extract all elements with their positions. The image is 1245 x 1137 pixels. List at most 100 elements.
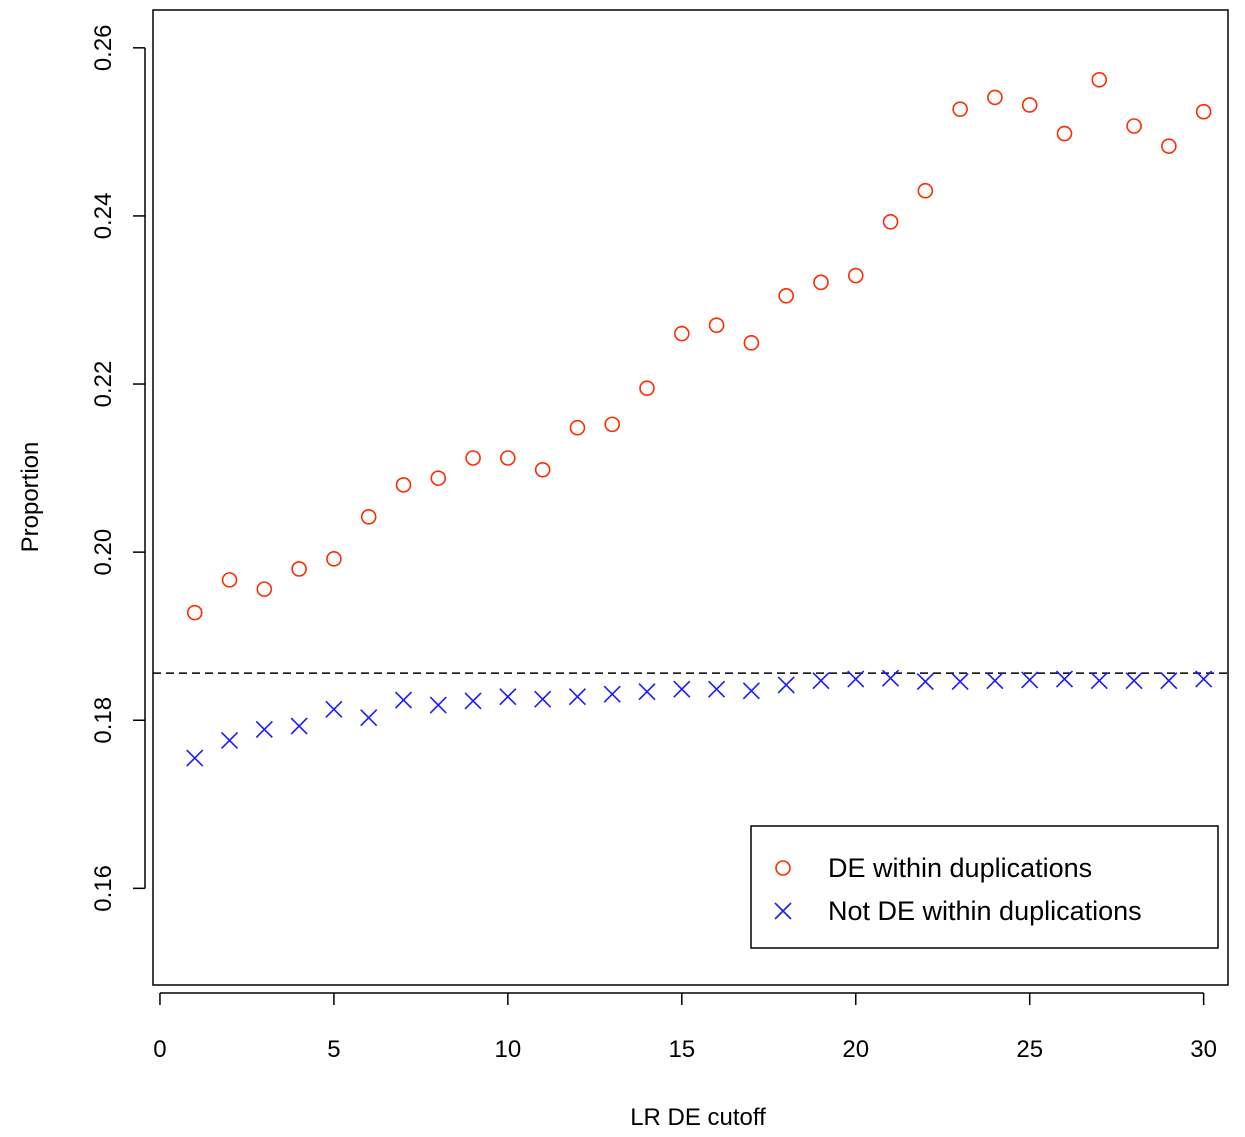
not-de-point: [464, 692, 482, 710]
not-de-point-stroke-b: [1021, 671, 1039, 689]
de-point: [778, 287, 794, 304]
de-point: [256, 581, 273, 597]
not-de-point-stroke-b: [1055, 670, 1074, 688]
de-point: [639, 380, 655, 397]
not-de-point: [812, 672, 830, 690]
not-de-point-stroke-b: [360, 709, 378, 727]
not-de-point: [255, 720, 273, 739]
de-point: [221, 572, 238, 588]
y-tick-label: 0.22: [90, 361, 117, 408]
not-de-point-stroke-b: [1090, 672, 1108, 690]
de-point: [1195, 103, 1212, 120]
not-de-point-stroke-b: [394, 691, 413, 709]
not-de-point: [603, 685, 621, 703]
de-point: [1161, 138, 1177, 154]
not-de-point-stroke-b: [951, 673, 969, 691]
not-de-point-stroke-b: [673, 680, 691, 698]
not-de-point: [638, 683, 656, 701]
x-tick-label: 0: [153, 1036, 166, 1063]
not-de-point-stroke-b: [847, 670, 865, 688]
not-de-point-stroke-b: [220, 731, 239, 749]
x-axis: 0 5 10 15 20 25 30: [153, 992, 1217, 1063]
x-tick-label: 30: [1190, 1036, 1217, 1063]
not-de-point-stroke-b: [464, 692, 482, 710]
not-de-point-stroke-b: [186, 749, 204, 767]
de-point: [569, 419, 586, 436]
not-de-point: [394, 691, 413, 709]
de-point: [708, 317, 725, 333]
y-tick-label: 0.26: [90, 24, 117, 71]
not-de-point-stroke-b: [603, 685, 621, 703]
not-de-point: [290, 717, 308, 735]
de-point: [291, 561, 307, 577]
not-de-point: [325, 700, 343, 718]
de-point: [847, 267, 864, 284]
not-de-point: [1055, 670, 1074, 688]
not-de-point-stroke-b: [1160, 672, 1178, 690]
not-de-point: [986, 672, 1004, 690]
y-axis-label: Proportion: [17, 442, 44, 553]
x-axis-label: LR DE cutoff: [630, 1104, 766, 1131]
not-de-point-stroke-b: [499, 688, 517, 706]
de-point: [500, 450, 516, 466]
not-de-point: [1160, 672, 1178, 690]
not-de-point: [1090, 672, 1108, 690]
not-de-point: [1021, 671, 1039, 689]
legend-box: [750, 825, 1219, 949]
not-de-point-stroke-b: [429, 696, 447, 714]
not-de-point-stroke-b: [916, 673, 934, 691]
not-de-point: [186, 749, 204, 767]
de-point: [882, 214, 899, 230]
not-de-point-stroke-b: [881, 669, 900, 687]
not-de-point: [916, 673, 934, 691]
de-point: [987, 89, 1003, 106]
legend-marker-not-de-stroke-b: [774, 902, 792, 920]
not-de-point: [499, 688, 517, 706]
not-de-point: [429, 696, 447, 714]
legend-marker-de: [775, 860, 791, 876]
x-tick-label: 20: [842, 1036, 869, 1063]
not-de-point: [847, 670, 865, 688]
not-de-point: [708, 680, 726, 698]
plot-frame: [152, 9, 1229, 986]
not-de-point-stroke-b: [1195, 670, 1213, 688]
not-de-point: [534, 690, 552, 708]
not-de-point: [777, 676, 795, 694]
not-de-point-stroke-b: [708, 680, 726, 698]
x-tick-label: 5: [327, 1036, 340, 1063]
not-de-point: [742, 682, 760, 700]
not-de-point-stroke-b: [638, 683, 656, 701]
legend: DE within duplications Not DE within dupl…: [750, 825, 1219, 949]
not-de-point: [1195, 670, 1213, 688]
de-point: [917, 182, 934, 199]
not-de-point: [881, 669, 900, 687]
y-axis: 0.16 0.18 0.20 0.22 0.24 0.26: [90, 24, 146, 912]
de-point: [360, 509, 377, 525]
de-point: [1091, 71, 1108, 88]
not-de-point-stroke-b: [325, 700, 343, 718]
not-de-point-stroke-b: [777, 676, 795, 694]
de-point: [326, 551, 342, 567]
not-de-point: [673, 680, 691, 698]
y-tick-label: 0.16: [90, 865, 117, 912]
data-points: [186, 71, 1213, 767]
not-de-point-stroke-b: [812, 672, 830, 690]
not-de-point: [1125, 672, 1143, 690]
de-point: [604, 416, 621, 433]
legend-label-not-de: Not DE within duplications: [828, 896, 1142, 926]
not-de-point: [568, 688, 586, 706]
de-point: [743, 335, 760, 351]
de-point: [186, 604, 203, 621]
de-point: [395, 477, 412, 493]
x-tick-label: 25: [1016, 1036, 1043, 1063]
not-de-point-stroke-b: [742, 682, 760, 700]
de-point: [952, 101, 968, 117]
not-de-point: [951, 673, 969, 691]
not-de-point: [220, 731, 239, 749]
x-tick-label: 15: [668, 1036, 695, 1063]
de-point: [674, 325, 690, 342]
y-tick-label: 0.20: [90, 529, 117, 576]
de-point: [813, 274, 829, 291]
not-de-point: [360, 709, 378, 727]
